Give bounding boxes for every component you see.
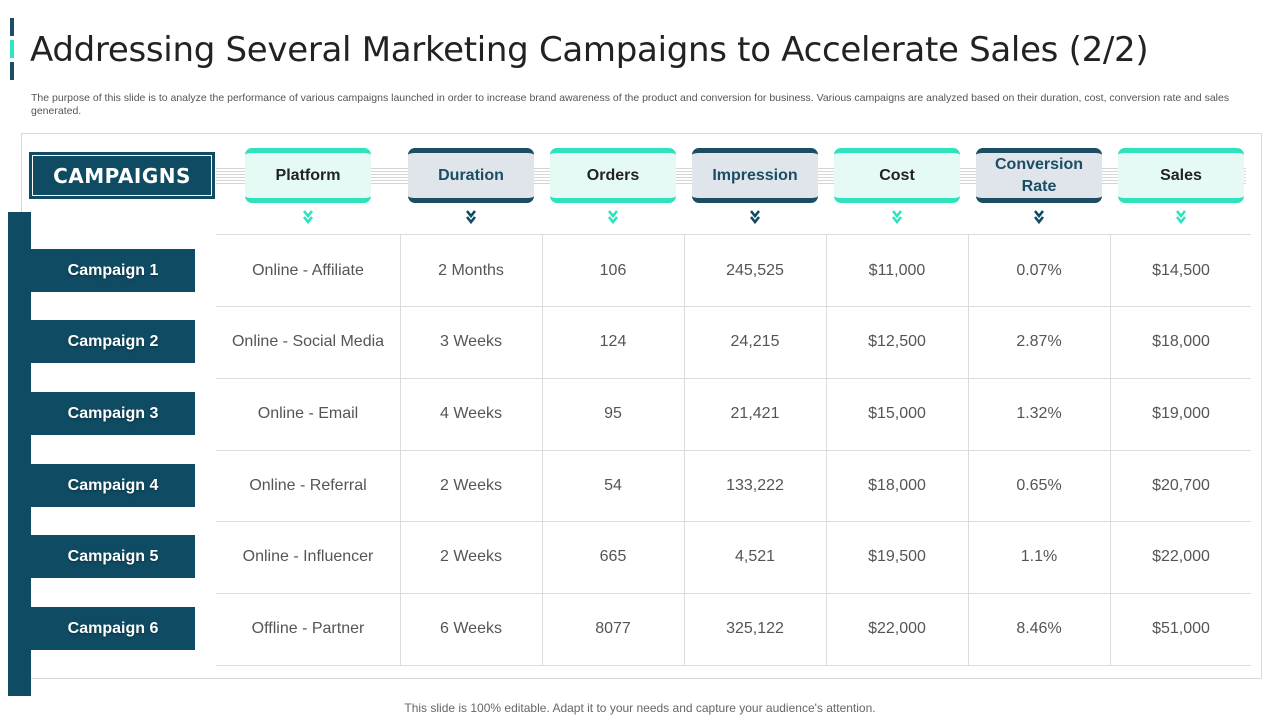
cell-orders: 665 [599, 547, 627, 565]
title-accent-bar-top [10, 18, 14, 36]
side-strip [8, 212, 31, 696]
cell-cost: $12,500 [868, 332, 926, 350]
cell-duration: 3 Weeks [440, 332, 502, 350]
column-divider [968, 234, 969, 665]
cell-platform: Online - Social Media [231, 332, 385, 350]
slide-description: The purpose of this slide is to analyze … [31, 92, 1230, 117]
cell-orders: 8077 [595, 619, 631, 637]
cell-orders: 124 [599, 332, 627, 350]
cell-duration: 4 Weeks [440, 404, 502, 422]
cell-conversion-rate: 1.1% [1020, 547, 1058, 565]
slide-title: Addressing Several Marketing Campaigns t… [30, 30, 1149, 70]
cell-sales: $18,000 [1152, 332, 1210, 350]
column-header-platform: Platform [245, 148, 371, 203]
column-divider [826, 234, 827, 665]
cell-platform: Online - Affiliate [252, 261, 364, 279]
column-divider [1110, 234, 1111, 665]
cell-conversion-rate: 8.46% [1016, 619, 1062, 637]
cell-conversion-rate: 2.87% [1016, 332, 1062, 350]
campaign-label: Campaign 3 [31, 392, 195, 435]
cell-platform: Online - Referral [249, 476, 367, 494]
cell-duration: 2 Weeks [440, 476, 502, 494]
column-header-sales: Sales [1118, 148, 1244, 203]
cell-sales: $19,000 [1152, 404, 1210, 422]
cell-impression: 325,122 [726, 619, 784, 637]
cell-orders: 54 [604, 476, 622, 494]
cell-sales: $14,500 [1152, 261, 1210, 279]
cell-sales: $51,000 [1152, 619, 1210, 637]
campaign-label: Campaign 2 [31, 320, 195, 363]
campaign-label: Campaign 6 [31, 607, 195, 650]
cell-orders: 95 [604, 404, 622, 422]
cell-impression: 245,525 [726, 261, 784, 279]
cell-cost: $19,500 [868, 547, 926, 565]
row-divider [216, 665, 1251, 666]
cell-impression: 4,521 [734, 547, 776, 565]
column-header-cost: Cost [834, 148, 960, 203]
chevron-down-icon [1033, 210, 1045, 225]
chevron-down-icon [465, 210, 477, 225]
footer-note: This slide is 100% editable. Adapt it to… [404, 701, 876, 715]
row-divider [216, 378, 1251, 379]
title-accent-bar-bottom [10, 62, 14, 80]
column-divider [400, 234, 401, 665]
column-divider [684, 234, 685, 665]
row-divider [216, 234, 1251, 235]
chevron-down-icon [302, 210, 314, 225]
campaign-label: Campaign 5 [31, 535, 195, 578]
campaign-label: Campaign 1 [31, 249, 195, 292]
cell-conversion-rate: 0.65% [1016, 476, 1062, 494]
chevron-down-icon [1175, 210, 1187, 225]
row-divider [216, 306, 1251, 307]
cell-platform: Online - Influencer [242, 547, 374, 565]
cell-conversion-rate: 0.07% [1016, 261, 1062, 279]
cell-impression: 24,215 [730, 332, 780, 350]
cell-cost: $15,000 [868, 404, 926, 422]
row-divider [216, 450, 1251, 451]
column-header-duration: Duration [408, 148, 534, 203]
cell-cost: $11,000 [868, 261, 926, 279]
title-accent-bar-middle [10, 40, 14, 58]
campaigns-badge: CAMPAIGNS [29, 152, 215, 199]
cell-impression: 21,421 [730, 404, 780, 422]
chevron-down-icon [749, 210, 761, 225]
campaign-label: Campaign 4 [31, 464, 195, 507]
chevron-down-icon [891, 210, 903, 225]
cell-duration: 6 Weeks [440, 619, 502, 637]
cell-impression: 133,222 [726, 476, 784, 494]
cell-platform: Online - Email [257, 404, 359, 422]
cell-sales: $22,000 [1152, 547, 1210, 565]
row-divider [216, 593, 1251, 594]
chevron-down-icon [607, 210, 619, 225]
cell-sales: $20,700 [1152, 476, 1210, 494]
column-divider [542, 234, 543, 665]
cell-duration: 2 Weeks [440, 547, 502, 565]
cell-orders: 106 [599, 261, 627, 279]
campaigns-badge-label: CAMPAIGNS [32, 155, 212, 196]
column-header-impression: Impression [692, 148, 818, 203]
column-header-orders: Orders [550, 148, 676, 203]
cell-conversion-rate: 1.32% [1016, 404, 1062, 422]
row-divider [216, 521, 1251, 522]
cell-cost: $22,000 [868, 619, 926, 637]
cell-cost: $18,000 [868, 476, 926, 494]
cell-platform: Offline - Partner [251, 619, 365, 637]
column-header-conversion-rate: Conversion Rate [976, 148, 1102, 203]
cell-duration: 2 Months [438, 261, 504, 279]
